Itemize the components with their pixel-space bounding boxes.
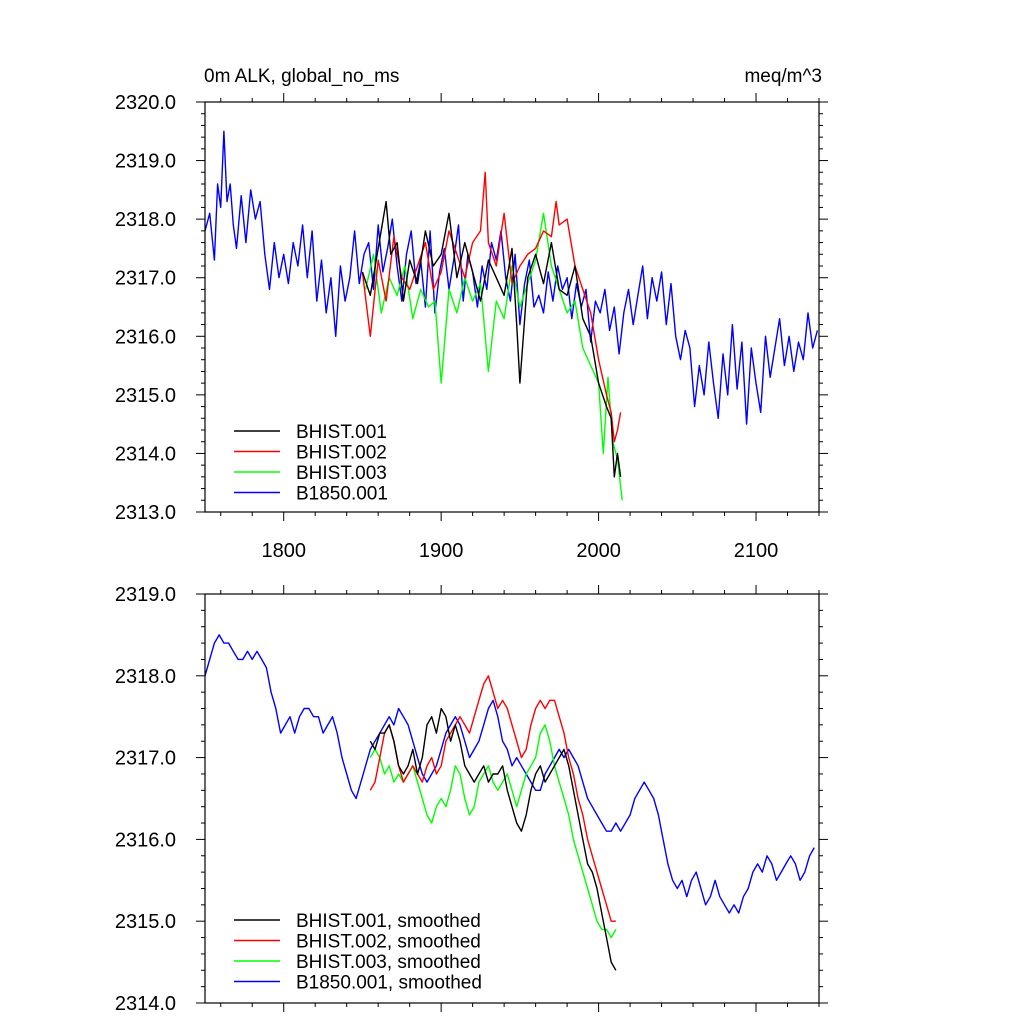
series-line-0 bbox=[369, 707, 617, 971]
legend-label: BHIST.001, smoothed bbox=[296, 911, 481, 932]
bottom-panel: 2314.0 2315.0 2316.0 2317.0 2318.0 2319.0 BHI… bbox=[115, 584, 828, 1015]
y-tick-label: 2314.0 bbox=[115, 993, 176, 1015]
x-tick-label: 2000 bbox=[576, 540, 621, 562]
legend-label: BHIST.002, smoothed bbox=[296, 932, 481, 953]
x-tick-label: 1900 bbox=[419, 540, 464, 562]
series-line-2 bbox=[364, 212, 623, 501]
legend-label: BHIST.003, smoothed bbox=[296, 952, 481, 973]
bottom-series-lines bbox=[204, 634, 815, 971]
series-line-2 bbox=[369, 724, 617, 939]
y-tick-label: 2320.0 bbox=[115, 92, 176, 114]
y-tick-label: 2319.0 bbox=[115, 151, 176, 173]
top-title-right: meq/m^3 bbox=[744, 66, 822, 87]
top-ticks bbox=[196, 93, 828, 521]
series-line-1 bbox=[369, 675, 616, 922]
series-line-3 bbox=[204, 634, 815, 914]
bottom-ticks bbox=[196, 585, 828, 1012]
x-tick-label: 2100 bbox=[734, 540, 779, 562]
top-panel: 0m ALK, global_no_ms meq/m^3 2313.0 2314.… bbox=[115, 66, 828, 562]
legend-label: B1850.001, smoothed bbox=[296, 973, 482, 994]
legend-label: B1850.001 bbox=[296, 484, 388, 505]
y-tick-label: 2317.0 bbox=[115, 748, 176, 770]
top-series-lines bbox=[204, 130, 819, 501]
y-tick-label: 2314.0 bbox=[115, 443, 176, 465]
legend-label: BHIST.001 bbox=[296, 422, 387, 443]
legend-label: BHIST.003 bbox=[296, 463, 387, 484]
y-tick-label: 2315.0 bbox=[115, 911, 176, 933]
y-tick-label: 2316.0 bbox=[115, 326, 176, 348]
top-title-left: 0m ALK, global_no_ms bbox=[204, 66, 399, 87]
bottom-y-tick-labels: 2314.0 2315.0 2316.0 2317.0 2318.0 2319.0 bbox=[115, 584, 176, 1015]
series-line-0 bbox=[361, 200, 622, 478]
x-tick-label: 1800 bbox=[261, 540, 306, 562]
top-plot-frame bbox=[204, 101, 820, 513]
top-x-tick-labels: 1800 1900 2000 2100 bbox=[261, 540, 778, 562]
y-tick-label: 2315.0 bbox=[115, 385, 176, 407]
y-tick-label: 2313.0 bbox=[115, 502, 176, 524]
series-line-1 bbox=[361, 171, 622, 443]
top-y-tick-labels: 2313.0 2314.0 2315.0 2316.0 2317.0 2318.0 2319… bbox=[115, 92, 176, 524]
y-tick-label: 2316.0 bbox=[115, 829, 176, 851]
y-tick-label: 2319.0 bbox=[115, 584, 176, 606]
y-tick-label: 2318.0 bbox=[115, 209, 176, 231]
y-tick-label: 2317.0 bbox=[115, 268, 176, 290]
bottom-plot-frame bbox=[204, 593, 820, 1004]
y-tick-label: 2318.0 bbox=[115, 666, 176, 688]
series-line-3 bbox=[204, 130, 819, 425]
legend-label: BHIST.002 bbox=[296, 443, 387, 464]
